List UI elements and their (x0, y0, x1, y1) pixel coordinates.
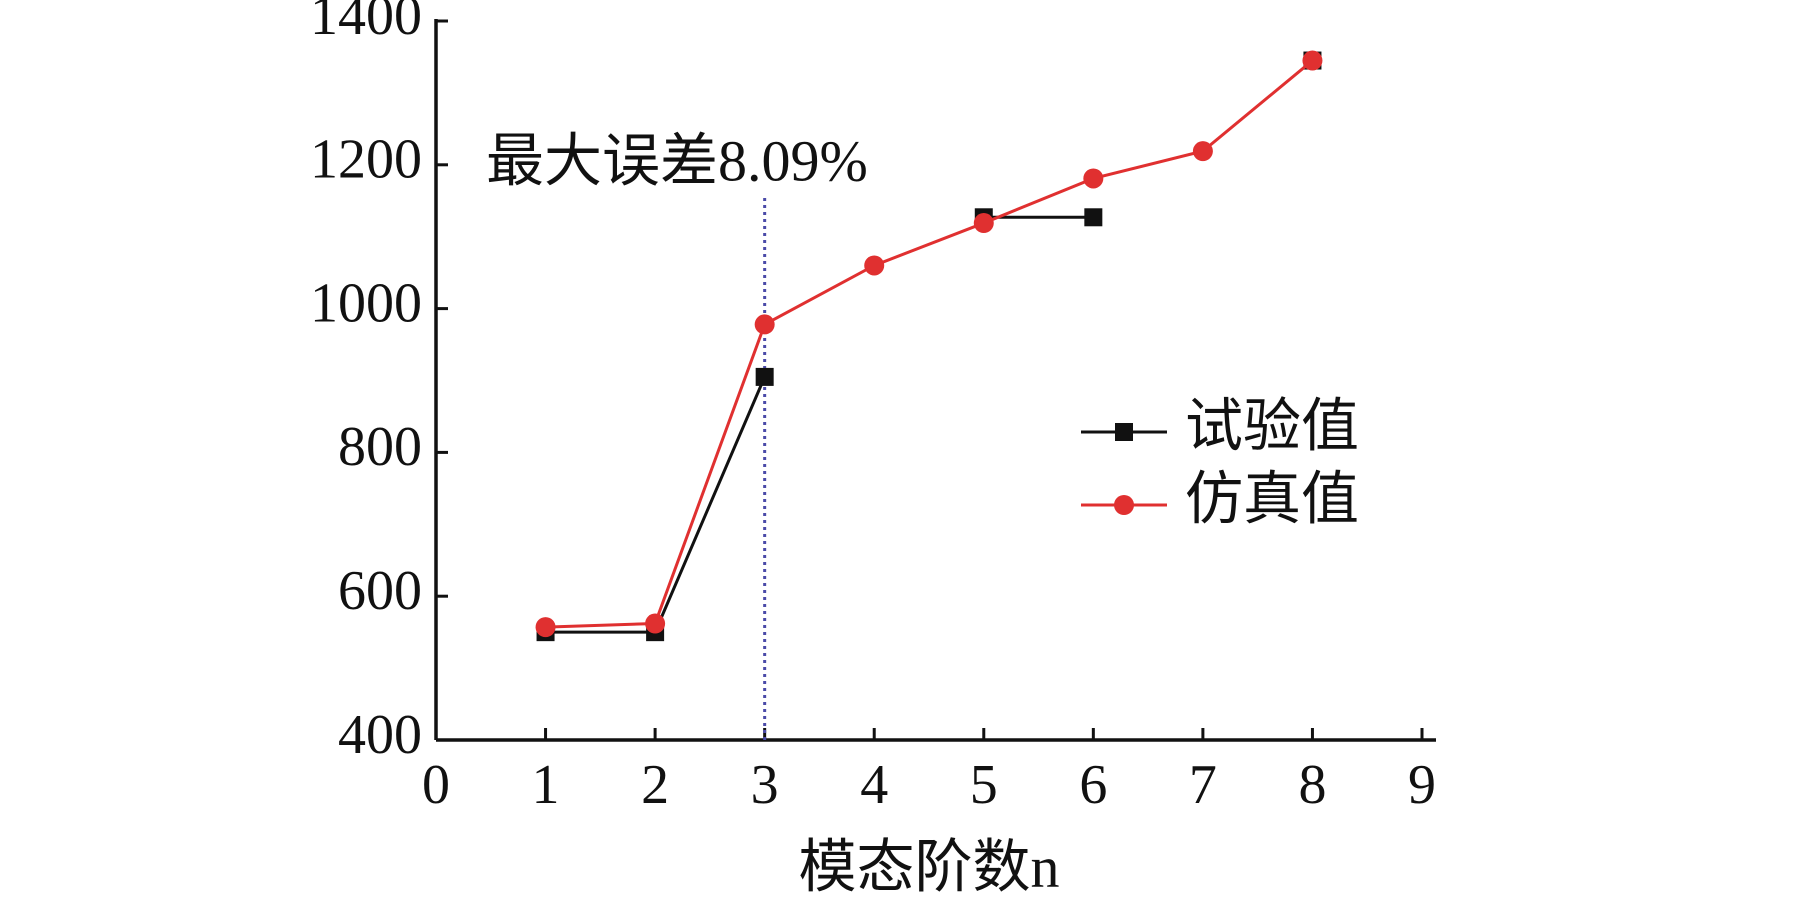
marker (864, 255, 885, 276)
marker (1192, 141, 1213, 162)
annotation: 最大误差8.09% (486, 128, 868, 193)
x-tick-label: 2 (641, 754, 669, 816)
x-tick-label: 7 (1189, 754, 1217, 816)
marker (755, 367, 774, 386)
x-tick-label: 3 (751, 754, 779, 816)
marker (1083, 168, 1104, 189)
y-tick-label: 1400 (310, 0, 422, 47)
y-tick-label: 600 (338, 560, 422, 622)
x-tick-label: 0 (422, 754, 450, 816)
marker (645, 613, 666, 634)
marker (1084, 208, 1103, 227)
marker (973, 213, 994, 234)
legend-marker (1115, 423, 1133, 441)
marker (1302, 50, 1323, 71)
y-tick-label: 1200 (310, 129, 422, 191)
x-axis-label: 模态阶数n (798, 834, 1059, 898)
legend-label: 试验值 (1185, 393, 1359, 458)
x-tick-label: 4 (860, 754, 888, 816)
x-tick-label: 5 (970, 754, 998, 816)
y-tick-label: 400 (338, 704, 422, 766)
y-tick-label: 1000 (310, 272, 422, 334)
x-tick-label: 6 (1079, 754, 1107, 816)
legend-marker (1114, 495, 1134, 515)
legend-label: 仿真值 (1185, 466, 1359, 531)
x-tick-label: 1 (532, 754, 560, 816)
marker (535, 617, 556, 638)
x-tick-label: 8 (1298, 754, 1326, 816)
marker (754, 314, 775, 335)
x-tick-label: 9 (1408, 754, 1436, 816)
y-tick-label: 800 (338, 416, 422, 478)
series-line (545, 59, 1314, 629)
